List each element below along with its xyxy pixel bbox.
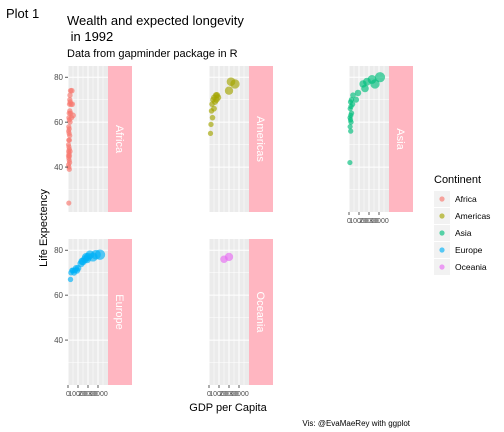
legend-label: Asia xyxy=(455,228,472,238)
strip-label: Europe xyxy=(113,294,125,329)
strip-europe xyxy=(108,239,132,385)
data-point xyxy=(350,92,356,99)
data-point xyxy=(68,87,75,94)
x-tick-label: 30000 xyxy=(88,391,108,398)
data-point xyxy=(209,114,216,121)
legend-item-asia: Asia xyxy=(434,225,472,241)
data-point xyxy=(374,72,386,83)
y-tick-label: 60 xyxy=(54,291,63,300)
y-tick-label: 80 xyxy=(54,246,63,255)
legend-swatch xyxy=(439,264,445,270)
data-point xyxy=(66,137,73,143)
data-point xyxy=(67,92,73,98)
data-point xyxy=(348,128,354,134)
data-point xyxy=(67,276,74,283)
x-tick-label: 10000 xyxy=(349,218,369,225)
y-tick-label: 60 xyxy=(54,118,63,127)
legend-item-oceania: Oceania xyxy=(434,259,487,275)
data-point xyxy=(208,108,215,114)
x-tick-label: 20000 xyxy=(219,391,239,398)
legend-label: Europe xyxy=(455,245,483,255)
legend-item-americas: Americas xyxy=(434,208,490,224)
data-point xyxy=(69,101,76,108)
chart-title-line-2: in 1992 xyxy=(67,29,113,44)
legend-item-europe: Europe xyxy=(434,242,483,258)
x-tick-label: 30000 xyxy=(369,218,389,225)
legend-label: Africa xyxy=(455,194,477,204)
y-tick-label: 40 xyxy=(54,163,63,172)
page-label: Plot 1 xyxy=(6,6,39,21)
legend-label: Oceania xyxy=(455,262,487,272)
x-tick-label: 0 xyxy=(207,391,211,398)
strip-label: Africa xyxy=(113,125,125,154)
chart-subtitle: Data from gapminder package in R xyxy=(67,48,238,60)
data-point xyxy=(361,84,369,93)
data-point xyxy=(66,166,72,172)
legend-swatch xyxy=(439,230,445,236)
legend-label: Americas xyxy=(455,211,490,221)
x-tick-label: 20000 xyxy=(78,391,98,398)
x-tick-label: 20000 xyxy=(359,218,379,225)
data-point xyxy=(347,99,354,105)
data-point xyxy=(224,86,234,95)
data-point xyxy=(67,132,73,139)
x-tick-label: 10000 xyxy=(68,391,88,398)
data-point xyxy=(208,121,214,128)
data-point xyxy=(67,119,73,125)
x-tick-label: 0 xyxy=(66,391,70,398)
data-point xyxy=(68,269,74,276)
strip-label: Americas xyxy=(254,116,266,162)
strip-label: Asia xyxy=(394,128,406,150)
data-point xyxy=(352,96,360,103)
facet-panel-africa: Africa 40 60 80 xyxy=(54,66,132,212)
x-tick-label: 10000 xyxy=(209,391,229,398)
strip-oceania xyxy=(249,239,273,385)
data-point xyxy=(214,94,222,101)
data-point xyxy=(347,160,353,166)
strip-asia xyxy=(389,66,413,212)
facet-panel-americas: Americas xyxy=(207,66,273,212)
data-point xyxy=(224,252,234,262)
x-axis-title: GDP per Capita xyxy=(189,402,267,414)
caption: Vis: @EvaMaeRey with ggplot xyxy=(302,419,410,428)
y-axis-title: Life Expectency xyxy=(38,189,50,267)
data-point xyxy=(347,124,353,130)
data-point xyxy=(66,200,72,206)
strip-americas xyxy=(249,66,273,212)
y-tick-label: 40 xyxy=(54,336,63,345)
data-point xyxy=(207,130,214,137)
x-tick-label: 30000 xyxy=(229,391,249,398)
chart-title-line-1: Wealth and expected longevity xyxy=(67,13,244,28)
strip-label: Oceania xyxy=(254,292,266,334)
legend-swatch xyxy=(439,213,445,219)
data-point xyxy=(70,112,76,119)
legend-item-africa: Africa xyxy=(434,191,477,207)
legend-swatch xyxy=(439,196,445,202)
strip-africa xyxy=(108,66,132,212)
y-tick-label: 80 xyxy=(54,73,63,82)
x-tick-label: 0 xyxy=(347,218,351,225)
data-point xyxy=(226,77,236,87)
data-point xyxy=(348,119,354,125)
legend-title: Continent xyxy=(434,174,481,186)
legend: Continent Africa Americas Asia Europe Oceani… xyxy=(434,174,490,275)
data-point xyxy=(370,79,380,89)
legend-swatch xyxy=(439,247,445,253)
data-point xyxy=(209,101,215,107)
data-point xyxy=(354,89,362,97)
data-point xyxy=(347,106,353,112)
